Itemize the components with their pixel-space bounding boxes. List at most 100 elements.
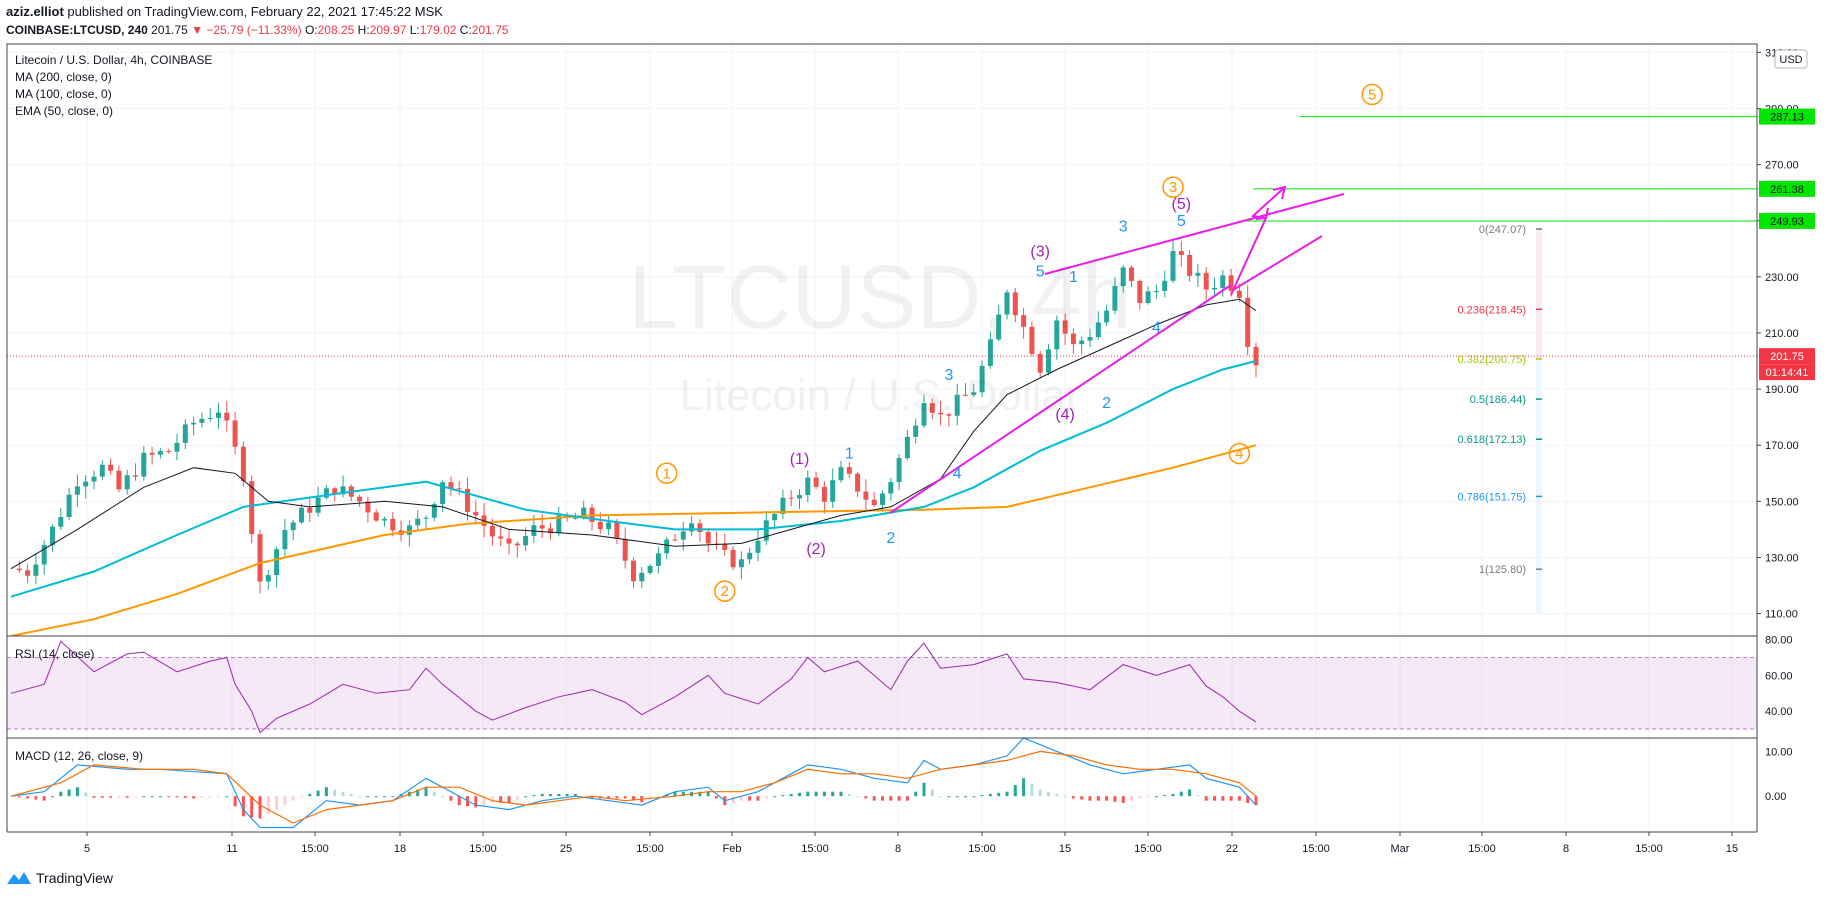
macd-histogram-bar xyxy=(1171,793,1175,797)
macd-histogram-bar xyxy=(897,796,901,801)
candle xyxy=(581,507,587,518)
candle xyxy=(50,526,55,545)
macd-histogram-bar xyxy=(1179,791,1183,797)
author-name[interactable]: aziz.elliot xyxy=(6,4,64,19)
macd-histogram-bar xyxy=(109,796,113,798)
candle xyxy=(340,486,346,495)
time-axis[interactable]: 5 11 15:00 18 15:00 25 15:00 Feb 15:00 8 15:00 15 15… xyxy=(84,832,1738,855)
candle xyxy=(390,518,396,531)
x-tick-label: 15:00 xyxy=(301,843,329,855)
candle xyxy=(971,392,977,395)
rsi-label[interactable]: RSI (14, close) xyxy=(15,647,94,661)
macd-histogram-bar xyxy=(922,782,926,797)
wave-circle xyxy=(1361,83,1383,106)
macd-histogram-bar xyxy=(1204,796,1208,801)
y-tick-label: 210.00 xyxy=(1765,328,1799,340)
rsi-pane xyxy=(7,640,1757,734)
macd-histogram-bar xyxy=(92,796,96,798)
candle xyxy=(199,418,205,423)
fib-open: ( xyxy=(1485,394,1489,406)
candle xyxy=(274,549,280,576)
fib-label: 0.382(200.75) xyxy=(1457,354,1526,366)
price-tag-bg xyxy=(1759,180,1815,197)
fib-close: ) xyxy=(1522,354,1526,366)
wave-trendline xyxy=(1044,193,1345,275)
macd-histogram-bar xyxy=(67,789,71,797)
candle xyxy=(1153,290,1159,292)
candle xyxy=(423,517,429,519)
candle xyxy=(888,482,894,494)
macd-histogram-bar xyxy=(474,796,478,808)
fib-label: 1(125.80) xyxy=(1479,564,1526,576)
macd-histogram-bar xyxy=(822,791,826,797)
candle xyxy=(265,575,271,582)
macd-histogram-bar xyxy=(84,792,88,797)
candle xyxy=(797,495,802,499)
candle xyxy=(124,475,130,490)
candle xyxy=(830,480,836,502)
macd-histogram-bar xyxy=(225,796,229,798)
price-axis[interactable]: 110.00 130.00 150.00 170.00 190.00 210.00 230.… xyxy=(1757,47,1799,803)
macd-histogram-bar xyxy=(706,791,710,797)
candle xyxy=(946,414,952,416)
legend-ma100[interactable]: MA (100, close, 0) xyxy=(15,87,112,101)
macd-histogram-bar xyxy=(175,796,179,798)
macd-histogram-bar xyxy=(42,796,46,801)
candle xyxy=(523,535,529,546)
x-tick-label: 8 xyxy=(895,843,901,855)
macd-histogram-bar xyxy=(573,793,577,797)
fib-open: ( xyxy=(1485,434,1489,446)
macd-histogram-bar xyxy=(1229,796,1233,801)
macd-label[interactable]: MACD (12, 26, close, 9) xyxy=(15,749,143,763)
candle xyxy=(41,544,47,565)
macd-histogram-bar xyxy=(1088,796,1092,801)
price-tag-bg xyxy=(1759,212,1815,229)
wave-label: (1) xyxy=(790,451,810,468)
candle xyxy=(672,539,678,541)
legend-ma200[interactable]: MA (200, close, 0) xyxy=(15,70,112,84)
symbol-label: COINBASE:LTCUSD, 240 xyxy=(6,23,148,37)
candle xyxy=(315,497,321,513)
candle xyxy=(25,570,31,576)
legend-ema50[interactable]: EMA (50, close, 0) xyxy=(15,104,113,118)
tradingview-logo-icon[interactable] xyxy=(6,870,32,886)
candle xyxy=(1012,292,1018,316)
macd-histogram-bar xyxy=(856,796,860,798)
macd-line xyxy=(10,737,1257,829)
fib-open: ( xyxy=(1485,564,1489,576)
candle xyxy=(1129,267,1134,281)
fib-open: ( xyxy=(1485,304,1489,316)
footer-brand[interactable]: TradingView xyxy=(36,870,114,886)
macd-histogram-bar xyxy=(349,793,353,797)
macd-histogram-bar xyxy=(134,796,137,798)
candle xyxy=(1112,286,1118,311)
candle xyxy=(755,540,761,553)
rsi-line xyxy=(10,640,1257,734)
candle xyxy=(788,497,794,499)
candle xyxy=(232,420,238,447)
y-tick-label: 110.00 xyxy=(1765,609,1798,621)
fib-retracement[interactable]: 0(247.07)0.236(218.45)0.382(200.75)0.5(1… xyxy=(1457,224,1542,614)
drawings[interactable]: 1 2 3 4 5 (1) (2) (3) (4) (5) 1 2 3 4 5 1 2 3 4 5 xyxy=(7,83,1757,602)
fib-value: 186.44 xyxy=(1489,394,1523,406)
macd-histogram-bar xyxy=(383,796,386,798)
macd-histogram-bar xyxy=(1213,796,1216,801)
fib-ratio: 0.5 xyxy=(1470,394,1485,406)
candle xyxy=(1195,272,1201,276)
macd-histogram-bar xyxy=(1055,793,1059,797)
macd-histogram-bar xyxy=(1146,796,1150,798)
price-tags: 287.13 261.38 249.93 201.75 01:14:41 xyxy=(1759,108,1815,381)
macd-histogram-bar xyxy=(1030,783,1034,797)
price-chart[interactable]: 0(247.07)0.236(218.45)0.382(200.75)0.5(1… xyxy=(0,0,1828,870)
macd-histogram-bar xyxy=(192,796,196,799)
currency-button[interactable]: USD xyxy=(1774,49,1808,69)
candle xyxy=(1228,275,1234,291)
currency-label: USD xyxy=(1779,54,1802,66)
macd-histogram-bar xyxy=(656,796,660,798)
macd-histogram-bar xyxy=(565,793,569,797)
macd-histogram-bar xyxy=(283,796,287,806)
watermark-name: Litecoin / U.S. Dollar xyxy=(679,371,1080,420)
fib-close: ) xyxy=(1522,491,1526,503)
fib-value: 247.07 xyxy=(1489,224,1523,236)
candle xyxy=(1029,326,1035,354)
